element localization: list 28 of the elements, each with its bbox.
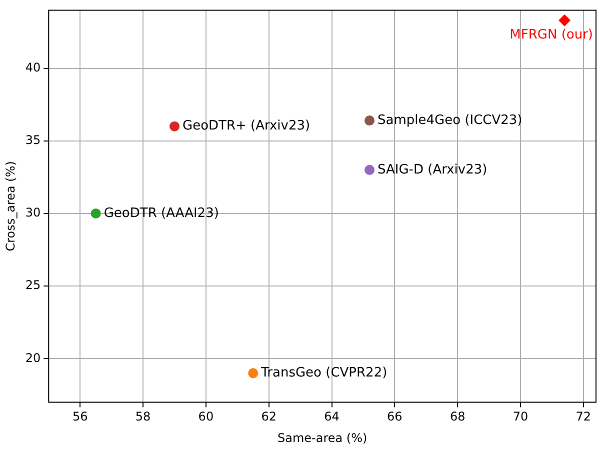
x-tick-label: 62	[261, 410, 276, 424]
y-tick-label: 30	[25, 206, 41, 220]
x-tick-label: 66	[387, 410, 402, 424]
point	[169, 121, 180, 132]
series-label: Sample4Geo (ICCV23)	[378, 112, 522, 128]
y-axis-title: Cross_area (%)	[3, 161, 18, 252]
x-tick-label: 70	[512, 410, 528, 424]
x-tick-label: 64	[324, 410, 340, 424]
y-tick-label: 25	[25, 278, 41, 292]
point	[558, 14, 571, 26]
y-tick-label: 20	[25, 350, 41, 365]
series-label: GeoDTR (AAAI23)	[104, 206, 219, 221]
y-tick-label: 40	[25, 60, 41, 74]
x-tick-label: 68	[450, 410, 466, 424]
y-tick-label: 35	[25, 132, 41, 147]
point	[90, 208, 101, 218]
x-tick-label: 60	[198, 410, 214, 424]
series-label: TransGeo (CVPR22)	[260, 366, 388, 381]
point	[248, 368, 258, 378]
x-tick-label: 56	[72, 410, 88, 424]
x-tick-label: 72	[576, 410, 592, 424]
x-tick-label: 58	[135, 410, 151, 424]
series-label: GeoDTR+ (Arxiv23)	[182, 118, 310, 134]
series-label: MFRGN (our)	[510, 28, 594, 43]
series-label: SAIG-D (Arxiv23)	[378, 162, 488, 178]
x-axis-title: Same-area (%)	[277, 430, 368, 445]
point	[364, 116, 375, 126]
point	[364, 164, 375, 175]
